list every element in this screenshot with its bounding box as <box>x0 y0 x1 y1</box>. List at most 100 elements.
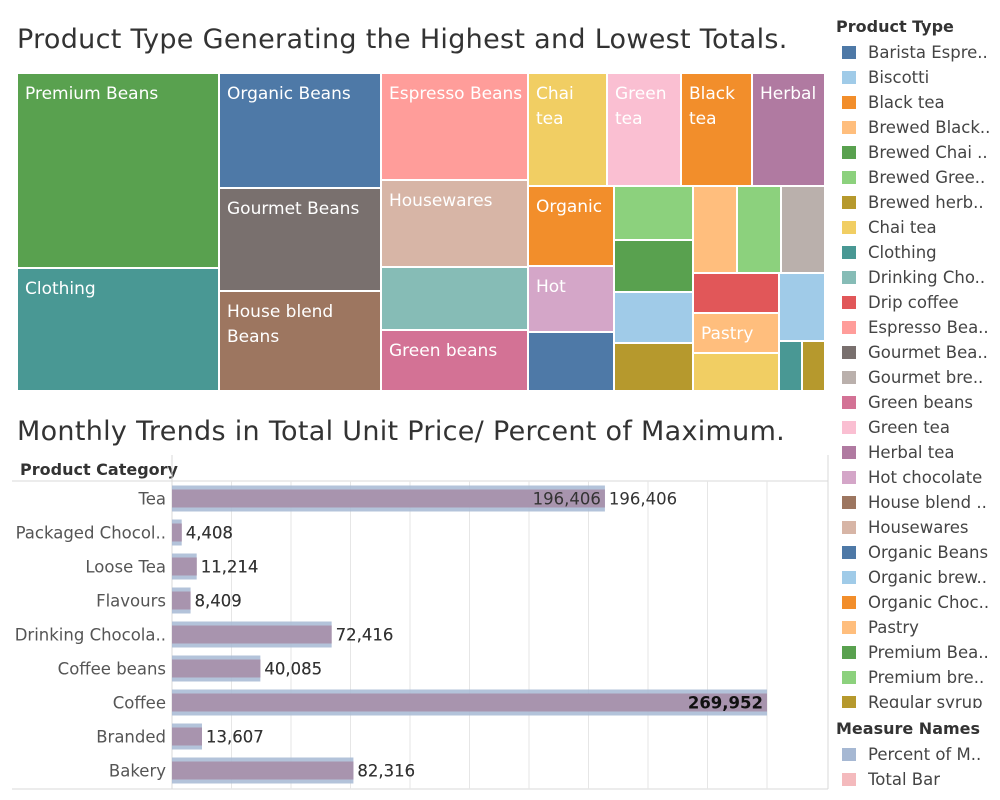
treemap: Premium Beans Clothing Organic Beans Gourme… <box>0 0 830 400</box>
treemap-tile-label: Organic Beans <box>227 84 351 104</box>
product-type-legend-item[interactable]: Brewed Gree.. <box>836 165 1000 190</box>
treemap-tile[interactable]: Espresso Beans <box>381 73 528 180</box>
treemap-tile[interactable] <box>614 240 693 292</box>
treemap-tile-label: Housewares <box>389 191 493 211</box>
measure-legend-item[interactable]: Percent of M.. <box>836 742 1000 767</box>
treemap-tile[interactable]: Herbal <box>752 73 825 186</box>
product-type-legend-item[interactable]: Organic brew.. <box>836 565 1000 590</box>
product-type-legend-item[interactable]: Espresso Bea.. <box>836 315 1000 340</box>
measure-legend-item[interactable]: Total Bar <box>836 767 1000 792</box>
legend-label: Drip coffee <box>868 293 959 312</box>
legend-swatch <box>842 196 856 209</box>
product-type-legend-item[interactable]: Biscotti <box>836 65 1000 90</box>
row-header: Product Category <box>20 460 179 479</box>
category-label: Flavours <box>96 592 166 611</box>
category-label: Bakery <box>109 762 166 781</box>
treemap-tile[interactable] <box>693 186 737 273</box>
product-type-legend-item[interactable]: Green beans <box>836 390 1000 415</box>
product-type-legend-item[interactable]: Gourmet Bea.. <box>836 340 1000 365</box>
legend-swatch <box>842 71 856 84</box>
product-type-legend-item[interactable]: House blend .. <box>836 490 1000 515</box>
treemap-tile[interactable] <box>737 186 781 273</box>
treemap-tile[interactable]: Hot <box>528 266 614 332</box>
total-value-label: 40,085 <box>264 660 322 679</box>
treemap-tile[interactable]: Housewares <box>381 180 528 267</box>
product-type-legend-item[interactable]: Housewares <box>836 515 1000 540</box>
treemap-tile[interactable] <box>779 273 825 341</box>
product-type-legend-item[interactable]: Hot chocolate <box>836 465 1000 490</box>
product-type-legend-item[interactable]: Pastry <box>836 615 1000 640</box>
overlap-bar <box>172 489 605 508</box>
treemap-tile-label: Gourmet Beans <box>227 199 360 219</box>
treemap-tile[interactable] <box>693 353 779 391</box>
treemap-tile[interactable] <box>528 332 614 391</box>
treemap-tile[interactable]: Black tea <box>681 73 752 186</box>
legend-label: Brewed Chai .. <box>868 143 988 162</box>
product-type-legend-item[interactable]: Regular syrup <box>836 690 1000 708</box>
product-type-legend-item[interactable]: Gourmet bre.. <box>836 365 1000 390</box>
product-type-legend-item[interactable]: Drip coffee <box>836 290 1000 315</box>
percent-value-label: 13,607 <box>206 728 264 747</box>
legend-panel[interactable]: Product Type Barista Espre.. Biscotti Blac… <box>836 14 1000 792</box>
treemap-tile[interactable]: Pastry <box>693 313 779 353</box>
percent-value-label: 82,316 <box>357 762 415 781</box>
measure-names-legend-title: Measure Names <box>836 719 981 738</box>
legend-swatch <box>842 96 856 109</box>
product-type-legend-item[interactable]: Chai tea <box>836 215 1000 240</box>
treemap-tile[interactable]: Chai tea <box>528 73 607 186</box>
legend-label: Premium bre.. <box>868 668 985 687</box>
legend-label: Hot chocolate <box>868 468 983 487</box>
product-type-legend-item[interactable]: Premium bre.. <box>836 665 1000 690</box>
percent-value-label: 72,416 <box>336 626 394 645</box>
product-type-legend-item[interactable]: Brewed Chai .. <box>836 140 1000 165</box>
product-type-legend-item[interactable]: Barista Espre.. <box>836 40 1000 65</box>
treemap-tile[interactable]: Green beans <box>381 330 528 391</box>
treemap-tile[interactable]: Premium Beans <box>17 73 219 268</box>
measure-names-legend-list[interactable]: Percent of M.. Total Bar <box>836 742 1000 792</box>
legend-label: Brewed Black.. <box>868 118 991 137</box>
product-type-legend-item[interactable]: Brewed Black.. <box>836 115 1000 140</box>
treemap-tile[interactable]: Gourmet Beans <box>219 188 381 291</box>
treemap-tile[interactable] <box>614 186 693 240</box>
category-label: Coffee <box>113 694 166 713</box>
treemap-tile[interactable]: Green tea <box>607 73 681 186</box>
treemap-tile[interactable] <box>693 273 779 313</box>
treemap-tile[interactable] <box>779 341 802 391</box>
treemap-tile[interactable] <box>381 267 528 330</box>
legend-label: Organic Beans <box>868 543 989 562</box>
product-type-legend-item[interactable]: Organic Choc.. <box>836 590 1000 615</box>
treemap-title: Product Type Generating the Highest and … <box>17 24 788 55</box>
treemap-tile[interactable]: House blend Beans <box>219 291 381 391</box>
category-label: Drinking Chocola.. <box>15 626 166 645</box>
product-type-legend-item[interactable]: Herbal tea <box>836 440 1000 465</box>
treemap-tile[interactable]: Organic <box>528 186 614 266</box>
treemap-tile-label: Green beans <box>389 341 498 361</box>
product-type-legend-item[interactable]: Drinking Cho.. <box>836 265 1000 290</box>
treemap-tile-label: Clothing <box>25 279 96 299</box>
product-type-legend-item[interactable]: Clothing <box>836 240 1000 265</box>
treemap-tile[interactable] <box>781 186 825 273</box>
product-type-legend-item[interactable]: Organic Beans <box>836 540 1000 565</box>
treemap-tile[interactable] <box>614 343 693 391</box>
legend-swatch <box>842 121 856 134</box>
legend-swatch <box>842 696 856 708</box>
legend-swatch <box>842 521 856 534</box>
treemap-tile-label: Premium Beans <box>25 84 159 104</box>
legend-swatch <box>842 421 856 434</box>
treemap-tile[interactable]: Organic Beans <box>219 73 381 188</box>
bar-chart-title: Monthly Trends in Total Unit Price/ Perc… <box>17 416 786 447</box>
legend-swatch <box>842 546 856 559</box>
treemap-tile[interactable] <box>802 341 825 391</box>
treemap-tile[interactable]: Clothing <box>17 268 219 391</box>
overlap-bar <box>172 727 202 746</box>
product-type-legend-item[interactable]: Premium Bea.. <box>836 640 1000 665</box>
product-type-legend-item[interactable]: Brewed herb.. <box>836 190 1000 215</box>
product-type-legend-item[interactable]: Black tea <box>836 90 1000 115</box>
legend-swatch <box>842 571 856 584</box>
legend-swatch <box>842 496 856 509</box>
product-type-legend-item[interactable]: Green tea <box>836 415 1000 440</box>
product-type-legend-list[interactable]: Barista Espre.. Biscotti Black tea Brewed B… <box>836 40 1000 708</box>
treemap-tile[interactable] <box>614 292 693 343</box>
treemap-tile-label: Black tea <box>689 84 735 129</box>
legend-label: Gourmet bre.. <box>868 368 984 387</box>
